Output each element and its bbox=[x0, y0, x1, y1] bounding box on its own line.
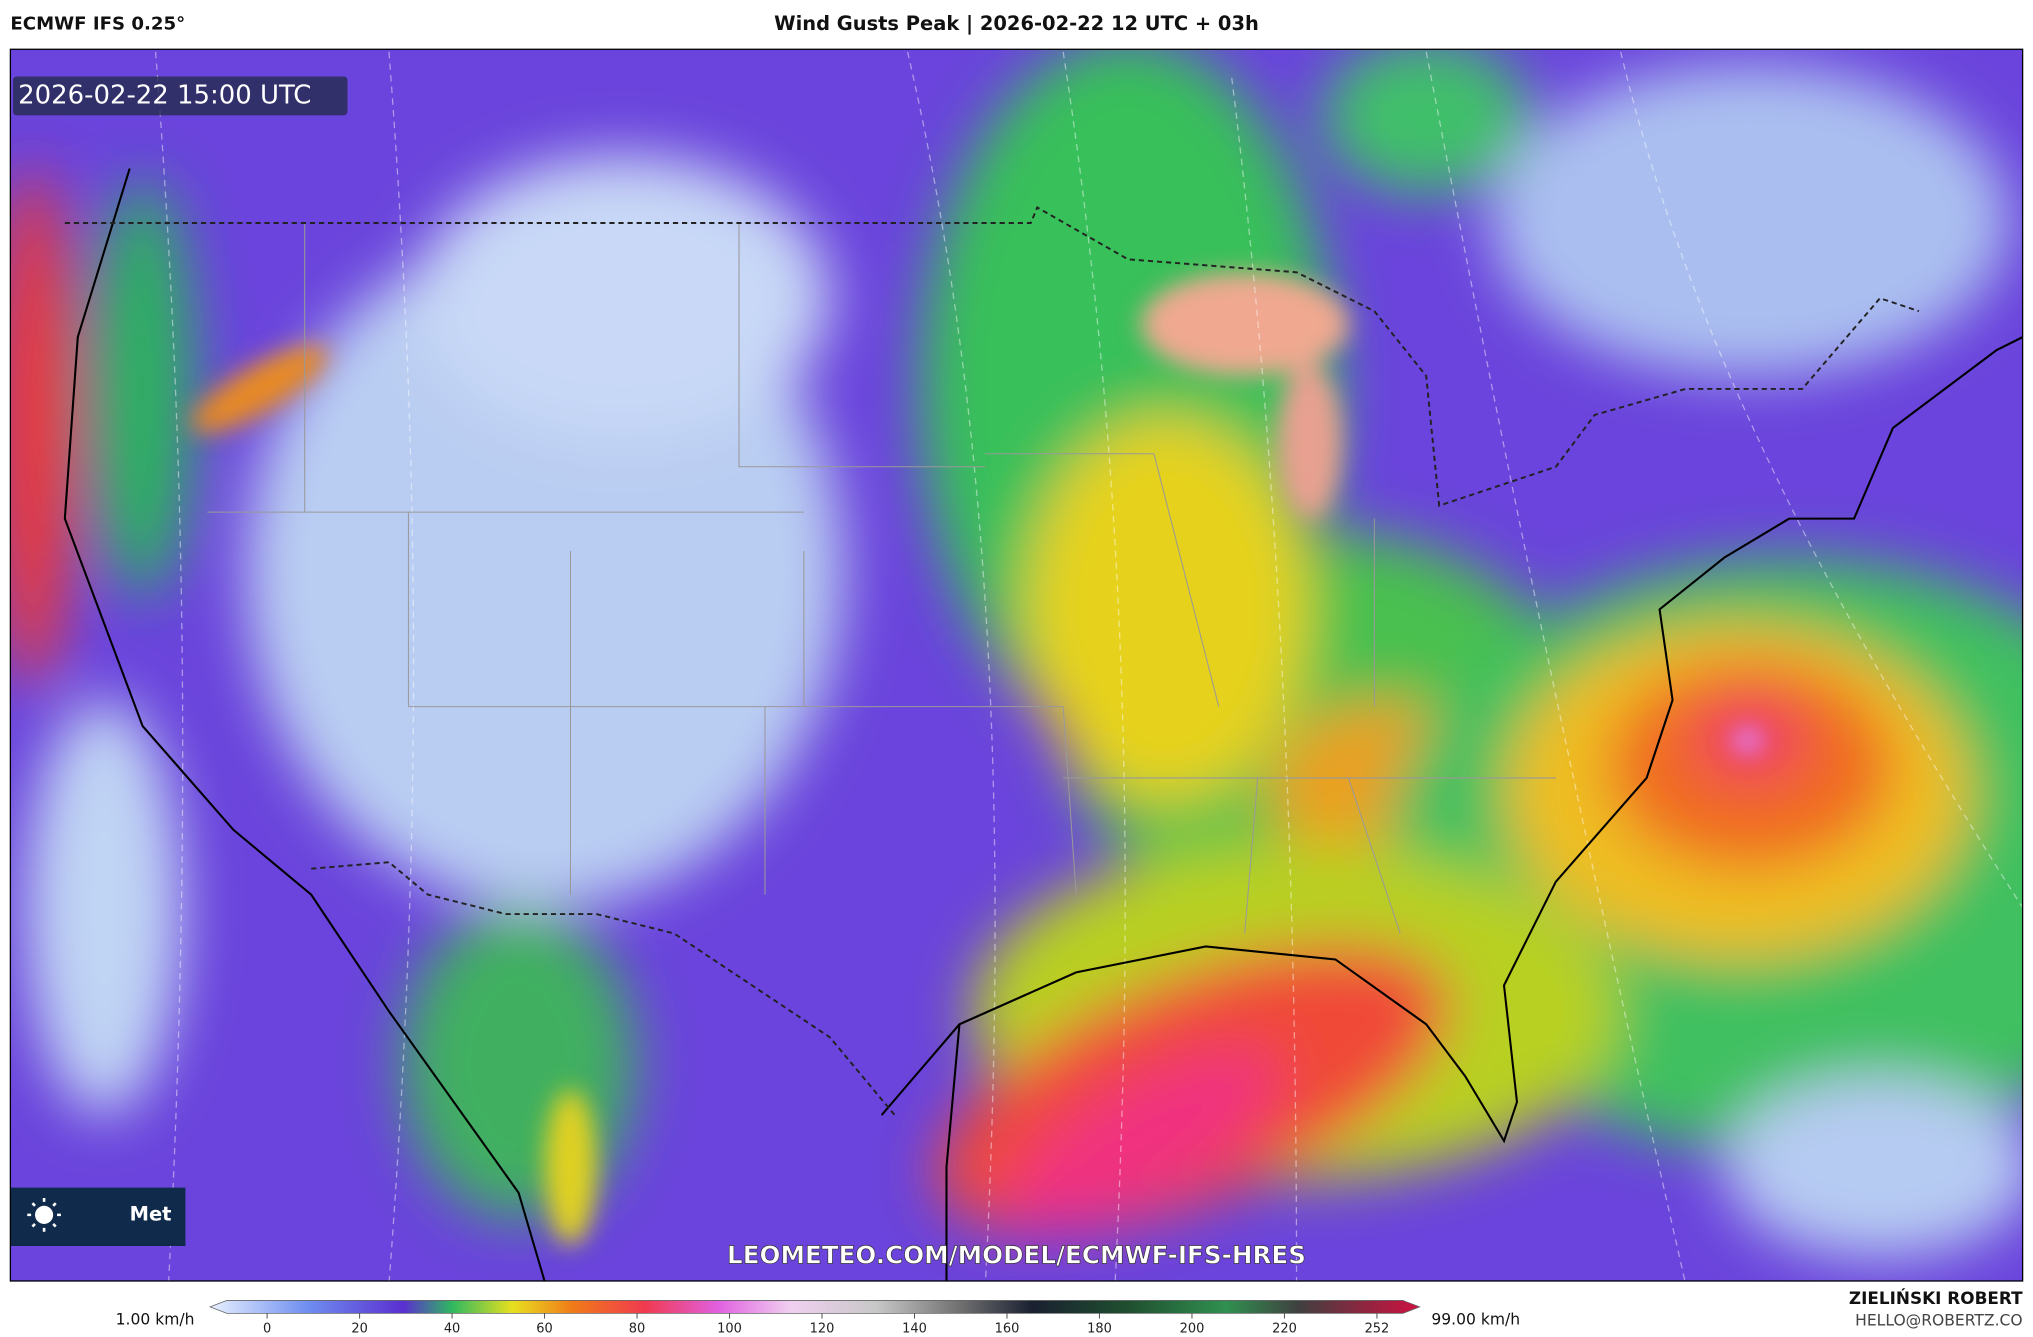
contact: HELLO@ROBERTZ.CO bbox=[1855, 1312, 2022, 1330]
colorbar-tick-label: 80 bbox=[629, 1321, 645, 1336]
colorbar-tick-label: 120 bbox=[810, 1321, 835, 1336]
timestamp: 2026-02-22 15:00 UTC bbox=[18, 80, 311, 110]
map-title: Wind Gusts Peak | 2026-02-22 12 UTC + 03… bbox=[774, 12, 1259, 35]
timestamp-box bbox=[12, 76, 348, 116]
border-south bbox=[311, 861, 896, 1116]
border bbox=[64, 206, 1920, 507]
colorbar-tick-label: 200 bbox=[1180, 1321, 1205, 1336]
colorbar-tick-label: 140 bbox=[902, 1321, 927, 1336]
logo-text: Met bbox=[130, 1202, 172, 1225]
colorbar-tick-label: 252 bbox=[1365, 1321, 1390, 1336]
colorbar-min-label: 1.00 km/h bbox=[116, 1310, 195, 1328]
colorbar-tick-label: 0 bbox=[263, 1321, 271, 1336]
model-label: ECMWF IFS 0.25° bbox=[10, 14, 185, 35]
colorbar-tick-label: 180 bbox=[1087, 1321, 1112, 1336]
colorbar-tick-label: 40 bbox=[444, 1321, 460, 1336]
colorbar-tick-label: 160 bbox=[995, 1321, 1020, 1336]
map-frame bbox=[9, 48, 2024, 1282]
watermark: LEOMETEO.COM/MODEL/ECMWF-IFS-HRES bbox=[727, 1240, 1306, 1269]
colorbar-ticks: 0 20 40 60 80 100 120 140 160 180 200 220 252 bbox=[263, 1313, 1389, 1336]
wind-field bbox=[10, 49, 2023, 1258]
colorbar bbox=[208, 1300, 1421, 1314]
colorbar-tick-label: 100 bbox=[717, 1321, 742, 1336]
wind-detail bbox=[190, 272, 1764, 1245]
colorbar-max-label: 99.00 km/h bbox=[1431, 1310, 1520, 1328]
coastlines bbox=[63, 168, 2023, 1281]
colorbar-tick-label: 220 bbox=[1272, 1321, 1297, 1336]
map: 2026-02-22 15:00 UTC Met LEOMETEO.COM/MO… bbox=[10, 49, 2023, 1281]
logo-sun bbox=[27, 1198, 61, 1232]
state-lines bbox=[207, 223, 1556, 934]
colorbar-tick-label: 60 bbox=[536, 1321, 552, 1336]
author: ZIELIŃSKI ROBERT bbox=[1849, 1287, 2023, 1308]
isobars bbox=[154, 51, 2023, 1281]
colorbar-tick-label: 20 bbox=[351, 1321, 367, 1336]
